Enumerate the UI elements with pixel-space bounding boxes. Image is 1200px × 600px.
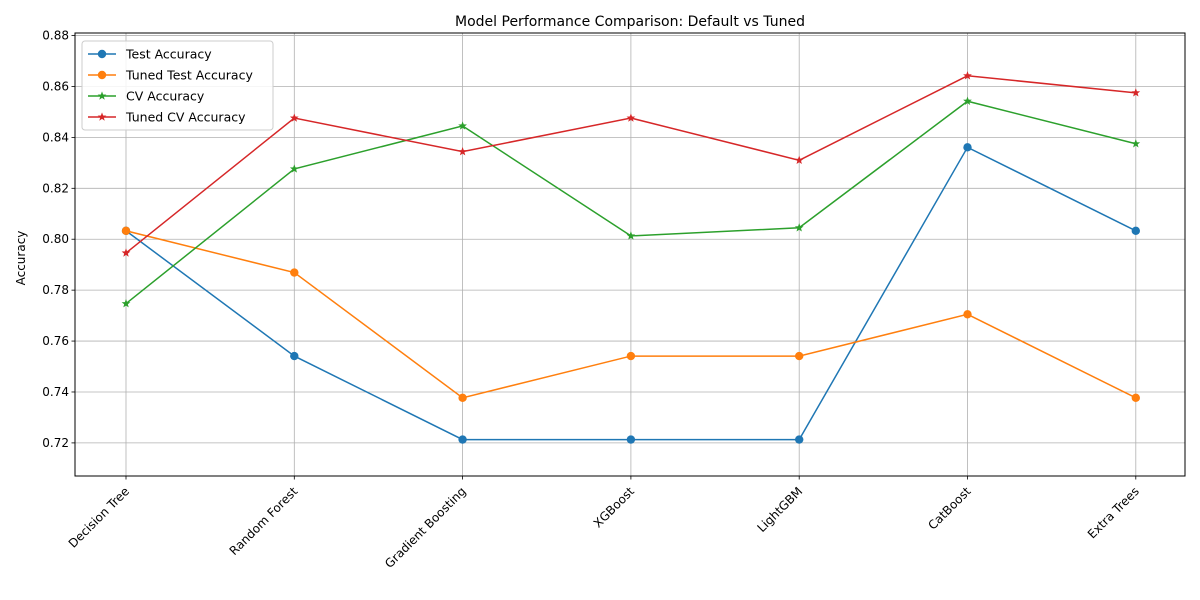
data-point (289, 113, 299, 122)
y-tick-label: 0.76 (42, 334, 69, 348)
data-point (1131, 226, 1141, 236)
legend-box (81, 40, 274, 131)
data-point (290, 268, 299, 277)
data-point (626, 351, 636, 361)
data-point (963, 310, 972, 319)
data-point (121, 248, 131, 257)
data-point (458, 435, 467, 444)
y-tick-label: 0.88 (42, 29, 69, 43)
y-axis-label: Accuracy (14, 231, 28, 286)
y-axis: 0.72 0.74 0.76 0.78 0.80 0.82 0.84 0.86 0.88 (42, 29, 75, 450)
data-point (963, 71, 972, 80)
data-point (626, 231, 636, 240)
data-point (795, 351, 804, 361)
y-tick-label: 0.82 (42, 181, 69, 195)
y-tick-label: 0.74 (42, 385, 69, 399)
legend: Test Accuracy Tuned Test Accuracy CV Accur… (81, 40, 274, 131)
legend-marker (97, 112, 107, 121)
data-point (289, 164, 299, 173)
data-point (121, 299, 131, 308)
legend-label: Tuned Test Accuracy (125, 68, 253, 83)
chart-title: Model Performance Comparison: Default vs… (455, 14, 805, 30)
data-point (458, 121, 467, 130)
y-tick-label: 0.72 (42, 436, 69, 450)
data-point (963, 143, 972, 152)
data-point (458, 147, 467, 156)
data-point (626, 435, 636, 444)
series-0 (121, 143, 1141, 444)
data-point (1131, 393, 1141, 403)
legend-marker (97, 91, 107, 100)
data-point (1131, 88, 1141, 97)
data-point (290, 351, 299, 361)
data-point (963, 96, 972, 105)
y-tick-label: 0.78 (42, 283, 69, 297)
data-point (626, 113, 636, 122)
series-2 (121, 96, 1141, 308)
y-tick-label: 0.86 (42, 79, 69, 93)
series-3 (121, 71, 1141, 257)
plot-frame (74, 32, 1186, 477)
data-point (121, 226, 131, 236)
data-point (1131, 139, 1141, 148)
data-point (795, 435, 804, 444)
legend-item: Test Accuracy (88, 47, 212, 62)
legend-marker (97, 49, 107, 59)
data-point (794, 155, 804, 165)
series-1 (121, 226, 1141, 403)
data-point (794, 223, 804, 232)
legend-item: Tuned Test Accuracy (88, 68, 253, 83)
legend-marker (97, 70, 107, 80)
y-tick-label: 0.80 (42, 232, 69, 246)
legend-label: CV Accuracy (126, 89, 205, 104)
legend-item: CV Accuracy (88, 89, 205, 104)
legend-label: Test Accuracy (125, 47, 212, 62)
y-tick-label: 0.84 (42, 130, 69, 144)
data-point (458, 393, 467, 403)
series-layer (121, 71, 1141, 444)
legend-label: Tuned CV Accuracy (125, 110, 246, 125)
legend-item: Tuned CV Accuracy (88, 110, 246, 125)
